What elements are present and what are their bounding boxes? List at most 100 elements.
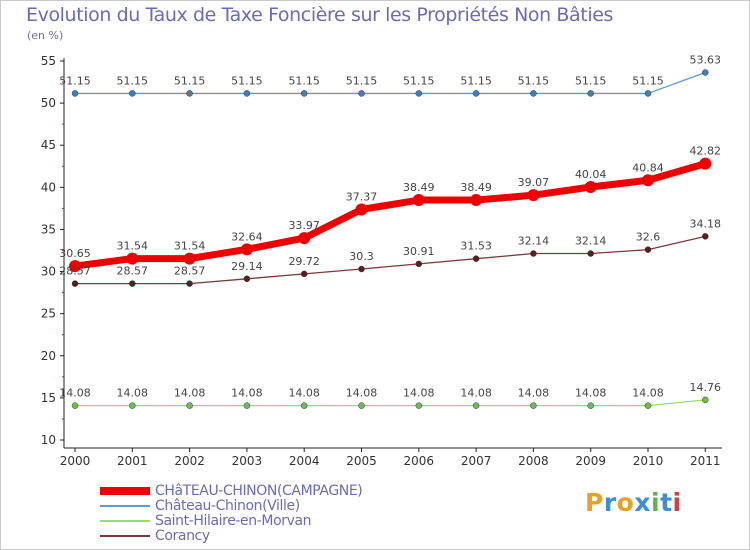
series-line bbox=[71, 160, 709, 270]
data-point bbox=[129, 280, 136, 287]
data-label: 32.14 bbox=[518, 235, 550, 248]
data-label: 31.54 bbox=[117, 240, 149, 253]
x-tick-label: 2001 bbox=[117, 454, 148, 468]
data-label: 14.08 bbox=[518, 387, 550, 400]
data-label: 38.49 bbox=[403, 181, 435, 194]
data-label: 51.15 bbox=[460, 74, 492, 87]
data-label: 28.57 bbox=[117, 265, 149, 278]
data-label: 14.08 bbox=[231, 387, 263, 400]
data-label: 51.15 bbox=[403, 74, 435, 87]
data-label: 51.15 bbox=[59, 74, 91, 87]
x-tick-label: 2000 bbox=[60, 454, 91, 468]
data-point bbox=[530, 402, 537, 409]
data-label: 51.15 bbox=[174, 74, 206, 87]
data-point bbox=[644, 246, 652, 253]
legend-label: Château-Chinon(Ville) bbox=[155, 498, 300, 514]
data-point bbox=[71, 280, 79, 287]
data-label: 28.57 bbox=[59, 265, 91, 278]
data-point bbox=[415, 402, 423, 409]
data-point bbox=[415, 260, 423, 268]
x-tick-label: 2006 bbox=[404, 454, 435, 468]
data-point bbox=[412, 194, 425, 207]
data-label: 14.76 bbox=[690, 381, 722, 394]
data-label: 28.57 bbox=[174, 265, 206, 278]
data-label: 14.08 bbox=[288, 387, 320, 400]
x-tick-label: 2009 bbox=[575, 454, 606, 468]
chart-title: Evolution du Taux de Taxe Foncière sur l… bbox=[26, 4, 614, 26]
y-tick-label: 20 bbox=[41, 349, 56, 363]
data-label: 40.84 bbox=[632, 161, 664, 174]
legend-label: Corancy bbox=[155, 528, 210, 544]
data-point bbox=[702, 69, 709, 76]
data-label: 51.15 bbox=[518, 74, 550, 87]
data-point bbox=[243, 402, 251, 409]
legend-swatch bbox=[100, 487, 150, 495]
data-point bbox=[126, 252, 139, 265]
data-label: 33.97 bbox=[288, 219, 320, 232]
data-point bbox=[186, 402, 193, 409]
data-label: 14.08 bbox=[174, 387, 206, 400]
data-point bbox=[300, 402, 308, 409]
data-label: 39.07 bbox=[518, 176, 550, 189]
data-label: 51.15 bbox=[632, 74, 664, 87]
data-label: 32.14 bbox=[575, 235, 607, 248]
data-point bbox=[183, 252, 196, 265]
data-point bbox=[415, 90, 423, 97]
x-tick-label: 2004 bbox=[289, 454, 320, 468]
data-point bbox=[587, 90, 594, 97]
data-point bbox=[69, 260, 81, 273]
y-tick-label: 55 bbox=[41, 54, 56, 68]
data-label: 31.54 bbox=[174, 240, 206, 253]
data-point bbox=[472, 255, 480, 262]
data-label: 32.64 bbox=[231, 230, 263, 243]
data-label: 51.15 bbox=[346, 74, 378, 87]
data-point bbox=[300, 90, 308, 97]
data-label: 29.14 bbox=[231, 260, 263, 273]
y-tick-label: 30 bbox=[41, 265, 56, 279]
y-tick-label: 15 bbox=[41, 391, 56, 405]
y-tick-label: 40 bbox=[41, 180, 56, 194]
legend-swatch bbox=[100, 520, 150, 522]
data-point bbox=[186, 90, 193, 97]
data-label: 30.91 bbox=[403, 245, 435, 258]
data-point bbox=[699, 157, 712, 170]
data-point bbox=[587, 402, 594, 409]
data-point bbox=[472, 90, 480, 97]
data-label: 14.08 bbox=[346, 387, 378, 400]
data-label: 32.6 bbox=[636, 231, 661, 244]
data-label: 14.08 bbox=[460, 387, 492, 400]
data-label: 51.15 bbox=[575, 74, 607, 87]
data-point bbox=[298, 232, 311, 245]
data-label: 40.04 bbox=[575, 168, 607, 181]
data-point bbox=[644, 402, 652, 409]
data-point bbox=[587, 250, 594, 257]
proxiti-logo: Proxiti bbox=[585, 488, 682, 517]
data-label: 31.53 bbox=[460, 240, 492, 253]
y-tick-label: 25 bbox=[41, 307, 56, 321]
series-line bbox=[74, 235, 706, 285]
y-tick-label: 10 bbox=[41, 433, 56, 447]
data-point bbox=[470, 194, 483, 207]
data-point bbox=[358, 265, 365, 273]
data-point bbox=[530, 250, 537, 257]
data-point bbox=[129, 402, 136, 409]
series-line bbox=[74, 71, 706, 95]
data-label: 14.08 bbox=[575, 387, 607, 400]
data-label: 14.08 bbox=[403, 387, 435, 400]
legend-label: CHâTEAU-CHINON(CAMPAGNE) bbox=[155, 483, 363, 499]
x-tick-label: 2007 bbox=[461, 454, 492, 468]
data-label: 51.15 bbox=[117, 74, 149, 87]
data-point bbox=[642, 174, 654, 187]
x-tick-label: 2010 bbox=[633, 454, 664, 468]
data-point bbox=[240, 243, 253, 256]
data-label: 14.08 bbox=[632, 387, 664, 400]
data-point bbox=[71, 90, 79, 97]
series-line bbox=[74, 399, 706, 407]
data-point bbox=[644, 90, 652, 97]
data-point bbox=[472, 402, 480, 409]
data-point bbox=[530, 90, 537, 97]
data-point bbox=[71, 402, 79, 409]
data-point bbox=[243, 90, 251, 97]
data-label: 42.82 bbox=[690, 145, 722, 158]
